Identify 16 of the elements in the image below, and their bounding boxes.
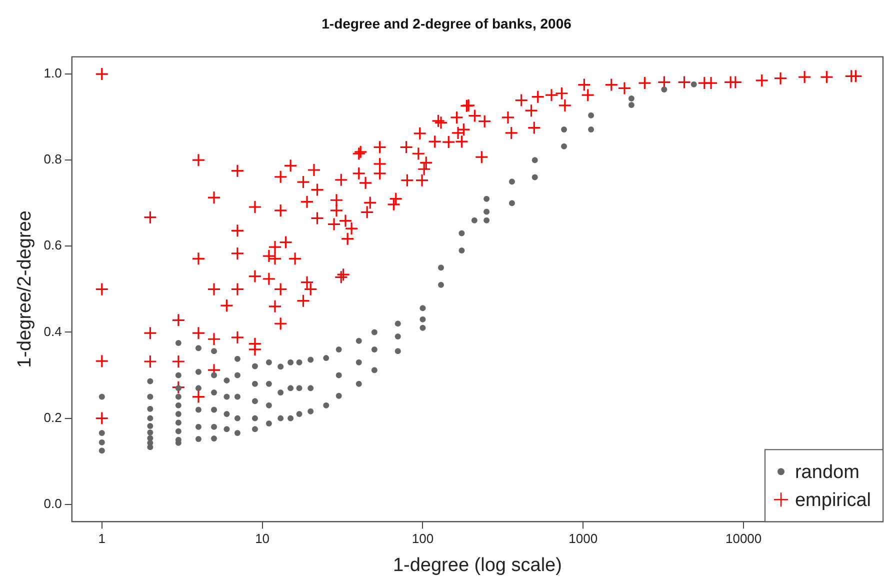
x-tick-label: 100 xyxy=(412,530,434,546)
x-tick-label: 1 xyxy=(98,530,106,546)
x-axis-title: 1-degree (log scale) xyxy=(392,554,562,576)
y-tick-label: 0.6 xyxy=(44,238,62,253)
chart-title: 1-degree and 2-degree of banks, 2006 xyxy=(322,15,572,32)
x-tick-label: 1000 xyxy=(568,530,598,546)
x-tick-label: 10000 xyxy=(725,530,762,546)
legend-label: random xyxy=(794,462,860,483)
y-tick-label: 1.0 xyxy=(44,66,62,81)
x-tick-label: 10 xyxy=(255,530,270,546)
y-tick-label: 0.0 xyxy=(44,496,62,511)
y-tick-label: 0.2 xyxy=(44,410,62,425)
y-axis-title: 1-degree/2-degree xyxy=(14,210,36,368)
y-tick-label: 0.8 xyxy=(44,152,62,167)
legend-label: empirical xyxy=(794,490,872,511)
y-tick-label: 0.4 xyxy=(44,324,62,339)
